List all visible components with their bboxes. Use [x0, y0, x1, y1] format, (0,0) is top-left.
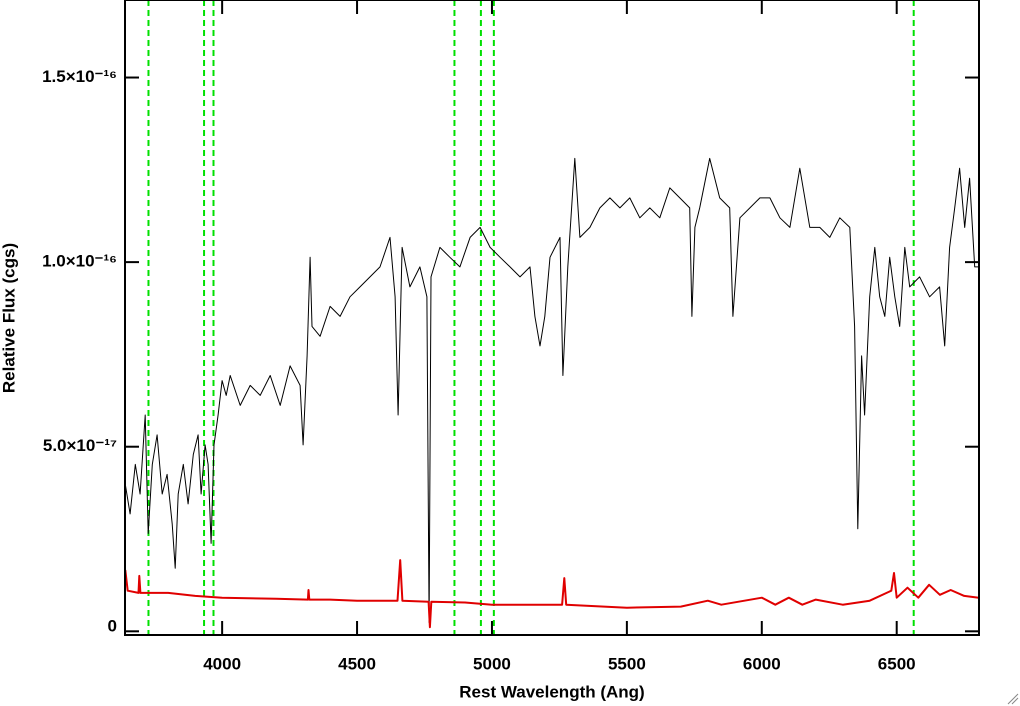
- y-tick-label: 1.5×10⁻¹⁶: [42, 67, 117, 86]
- spectrum-line: [124, 157, 979, 623]
- x-tick-label: 4500: [338, 654, 376, 673]
- y-tick-label: 1.0×10⁻¹⁶: [42, 252, 117, 271]
- spectrum-line: [124, 559, 979, 629]
- y-tick-label: 5.0×10⁻¹⁷: [43, 436, 117, 455]
- x-tick-label: 5000: [473, 654, 511, 673]
- resize-grip: [1007, 693, 1019, 705]
- x-tick-label: 6500: [878, 654, 916, 673]
- x-tick-label: 4000: [203, 654, 241, 673]
- plot-frame: [124, 0, 980, 636]
- x-axis-label: Rest Wavelength (Ang): [459, 682, 644, 701]
- x-tick-label: 6000: [743, 654, 781, 673]
- y-axis-label: Relative Flux (cgs): [0, 243, 18, 393]
- x-tick-label: 5500: [608, 654, 646, 673]
- y-tick-label: 0: [108, 616, 117, 635]
